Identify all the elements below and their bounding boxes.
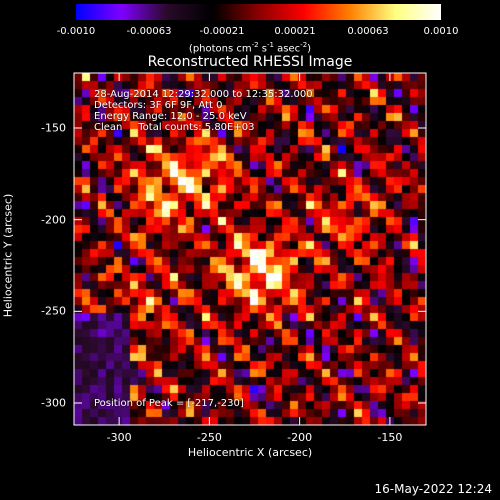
colorbar-tick-label: 0.00021 — [274, 26, 316, 37]
colorbar — [76, 4, 441, 20]
annotation-peak: Position of Peak = [-217,-230] — [94, 398, 244, 409]
x-tick-label: -200 — [287, 431, 313, 444]
y-axis-label: Heliocentric Y (arcsec) — [1, 193, 15, 318]
colorbar-tick-label: -0.00063 — [126, 26, 172, 37]
annotation-energy: Energy Range: 12.0 - 25.0 keV — [94, 111, 247, 122]
y-tick-label: -200 — [41, 213, 66, 227]
colorbar-tick-label: 0.00063 — [347, 26, 389, 37]
x-tick-label: -250 — [196, 431, 222, 444]
y-tick-label: -250 — [41, 304, 66, 318]
annotation-detectors: Detectors: 3F 6F 9F, Att 0 — [94, 100, 223, 111]
colorbar-ticks: -0.0010 -0.00063 -0.00021 0.00021 0.00063 0.0… — [0, 26, 500, 40]
annotation-time-range: 28-Aug-2014 12:29:32.000 to 12:35:32.000 — [94, 89, 313, 100]
annotation-clean: Clean Total counts: 5.80E+03 — [94, 122, 255, 133]
plot-frame — [73, 72, 427, 426]
tick-marks — [74, 73, 426, 425]
y-tick-label: -300 — [41, 396, 66, 410]
colorbar-unit-label: (photons cm-2 s-1 asec-2) — [188, 41, 312, 55]
heatmap-image — [74, 73, 426, 425]
colorbar-tick-label: -0.00021 — [199, 26, 245, 37]
colorbar-tick-label: -0.0010 — [56, 26, 96, 37]
x-axis-label: Heliocentric X (arcsec) — [187, 446, 313, 459]
footer-date: 16-May-2022 12:24 — [374, 482, 492, 496]
x-tick-label: -300 — [106, 431, 132, 444]
y-tick-label: -150 — [41, 121, 66, 135]
chart-title: Reconstructed RHESSI Image — [147, 54, 353, 70]
colorbar-tick-label: 0.0010 — [423, 26, 459, 37]
x-tick-label: -150 — [377, 431, 403, 444]
